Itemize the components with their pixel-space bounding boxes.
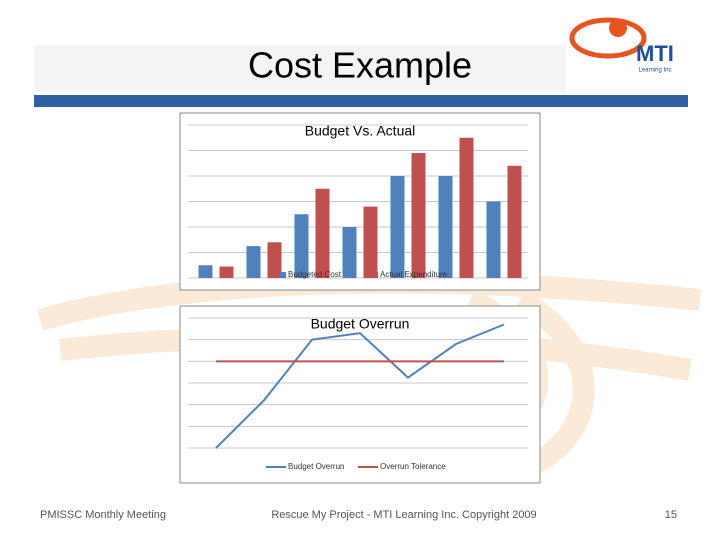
slide-title: Cost Example [248, 45, 472, 86]
bar [315, 188, 330, 278]
bar [198, 265, 213, 278]
chart-title: Budget Overrun [311, 316, 410, 332]
logo-name: MTI [636, 41, 674, 66]
header-rule [34, 95, 688, 107]
legend-label: Budget Overrun [288, 462, 344, 471]
logo: MTI Learning Inc [569, 17, 674, 74]
chart-frame [179, 305, 541, 484]
legend-label: Overrun Tolerance [380, 462, 446, 471]
bar [438, 176, 453, 278]
chart-title: Budget Vs. Actual [305, 123, 416, 139]
legend-label: Budgeted Cost [288, 270, 342, 279]
bar [267, 242, 282, 278]
bar [507, 165, 522, 278]
bar [363, 206, 378, 278]
legend-label: Actual Expenditure [380, 270, 448, 279]
bar [390, 176, 405, 278]
bar [246, 246, 261, 278]
line [215, 323, 505, 449]
legend-swatch [372, 272, 378, 278]
title-band [34, 45, 566, 92]
legend-swatch [280, 272, 286, 278]
bar [219, 266, 234, 278]
bar [486, 201, 501, 278]
bar [459, 137, 474, 278]
bar [294, 214, 309, 278]
page-number: 15 [665, 509, 677, 521]
bar [411, 153, 426, 278]
footer-center: Rescue My Project - MTI Learning Inc. Co… [271, 509, 536, 521]
logo-sub: Learning Inc [638, 68, 671, 74]
bar [342, 227, 357, 278]
footer-left: PMISSC Monthly Meeting [40, 509, 166, 521]
